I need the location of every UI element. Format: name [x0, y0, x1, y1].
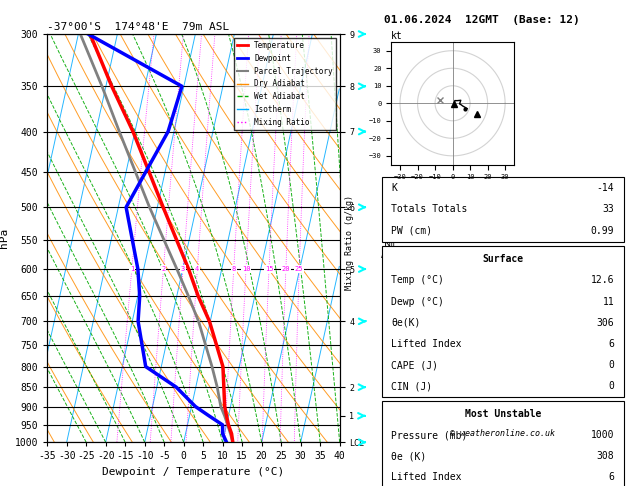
Bar — [382, 246, 624, 397]
Text: 6: 6 — [608, 339, 615, 349]
Text: 11: 11 — [603, 296, 615, 307]
Y-axis label: km
ASL: km ASL — [381, 238, 398, 260]
Text: PW (cm): PW (cm) — [391, 226, 433, 236]
Text: CIN (J): CIN (J) — [391, 382, 433, 391]
Text: kt: kt — [391, 31, 403, 41]
Text: Totals Totals: Totals Totals — [391, 205, 468, 214]
Text: 20: 20 — [282, 266, 290, 272]
Text: 3: 3 — [181, 266, 185, 272]
Text: 33: 33 — [603, 205, 615, 214]
Text: Most Unstable: Most Unstable — [465, 409, 541, 419]
Text: -37°00'S  174°48'E  79m ASL: -37°00'S 174°48'E 79m ASL — [47, 22, 230, 32]
Text: θe(K): θe(K) — [391, 318, 421, 328]
Text: 6: 6 — [608, 472, 615, 483]
Text: Pressure (mb): Pressure (mb) — [391, 430, 468, 440]
Text: Surface: Surface — [482, 254, 523, 264]
Text: 308: 308 — [597, 451, 615, 461]
Text: 25: 25 — [295, 266, 303, 272]
Text: 15: 15 — [265, 266, 273, 272]
Text: θe (K): θe (K) — [391, 451, 426, 461]
Text: CAPE (J): CAPE (J) — [391, 360, 438, 370]
Text: Lifted Index: Lifted Index — [391, 339, 462, 349]
Text: Mixing Ratio (g/kg): Mixing Ratio (g/kg) — [345, 195, 353, 291]
X-axis label: Dewpoint / Temperature (°C): Dewpoint / Temperature (°C) — [103, 467, 284, 477]
Text: 4: 4 — [195, 266, 199, 272]
Text: 12.6: 12.6 — [591, 275, 615, 285]
Bar — [382, 176, 624, 243]
Text: Dewp (°C): Dewp (°C) — [391, 296, 444, 307]
Bar — [382, 401, 624, 486]
Text: 0: 0 — [608, 382, 615, 391]
Text: 0: 0 — [608, 360, 615, 370]
Legend: Temperature, Dewpoint, Parcel Trajectory, Dry Adiabat, Wet Adiabat, Isotherm, Mi: Temperature, Dewpoint, Parcel Trajectory… — [233, 38, 336, 130]
Text: 0.99: 0.99 — [591, 226, 615, 236]
Text: © weatheronline.co.uk: © weatheronline.co.uk — [450, 429, 555, 438]
Text: 1000: 1000 — [591, 430, 615, 440]
Text: 10: 10 — [242, 266, 250, 272]
Text: -14: -14 — [597, 183, 615, 193]
Text: K: K — [391, 183, 398, 193]
Text: Temp (°C): Temp (°C) — [391, 275, 444, 285]
Text: 1: 1 — [130, 266, 134, 272]
Text: 8: 8 — [231, 266, 236, 272]
Text: 306: 306 — [597, 318, 615, 328]
Text: 01.06.2024  12GMT  (Base: 12): 01.06.2024 12GMT (Base: 12) — [384, 15, 579, 25]
Text: Lifted Index: Lifted Index — [391, 472, 462, 483]
Text: 2: 2 — [161, 266, 165, 272]
Y-axis label: hPa: hPa — [0, 228, 9, 248]
